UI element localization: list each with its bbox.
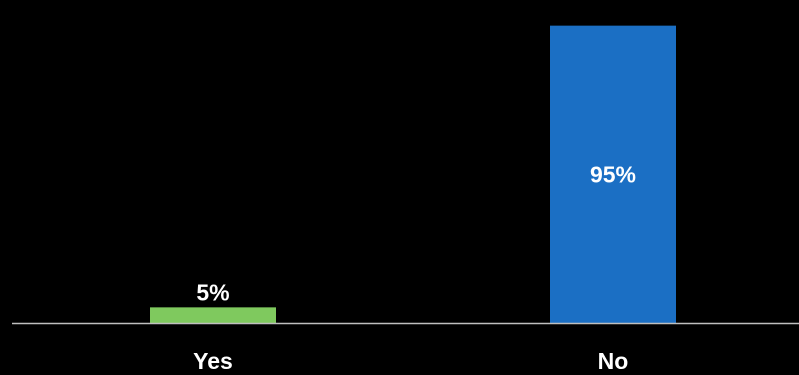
bar-no: [550, 25, 676, 324]
x-tick-label-no: No: [598, 348, 629, 374]
data-label-yes: 5%: [196, 279, 229, 305]
data-label-no: 95%: [590, 161, 636, 187]
bar-yes: [150, 307, 276, 323]
x-tick-label-yes: Yes: [193, 348, 233, 374]
